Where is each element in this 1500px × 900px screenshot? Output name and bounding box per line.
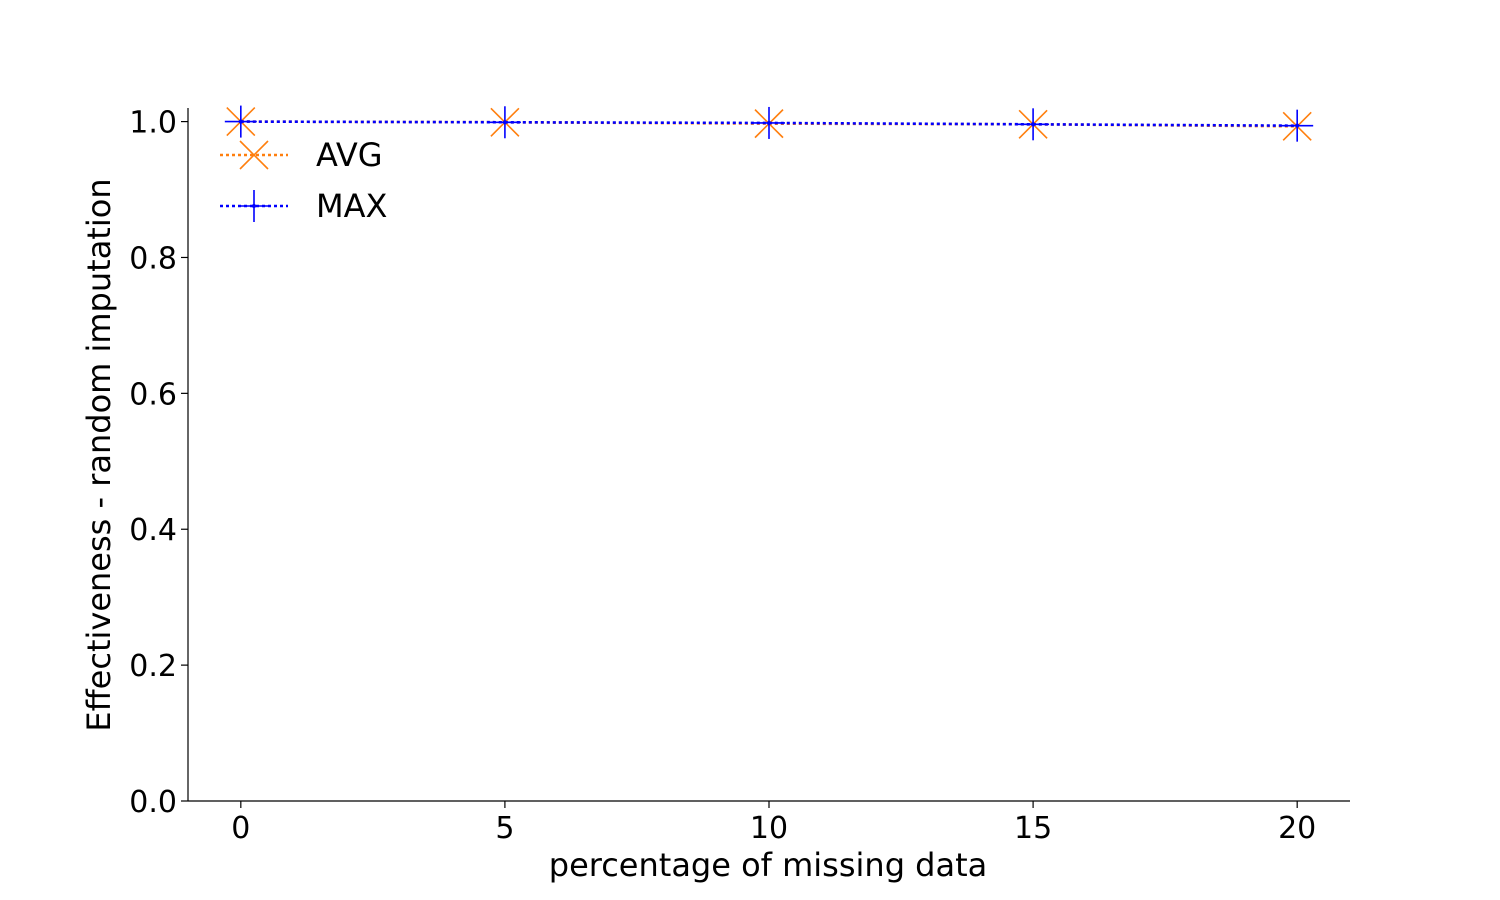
legend-label: MAX xyxy=(316,187,387,225)
y-tick-label: 0.8 xyxy=(129,241,177,276)
series-layer xyxy=(224,105,1314,142)
x-tick-label: 20 xyxy=(1278,811,1316,846)
legend-marker xyxy=(239,140,269,170)
x-tick-label: 5 xyxy=(495,811,514,846)
x-tick-label: 15 xyxy=(1014,811,1052,846)
legend-item-avg: AVG xyxy=(220,136,383,174)
x-axis-title: percentage of missing data xyxy=(549,846,988,884)
y-tick-label: 0.0 xyxy=(129,785,177,820)
y-tick-label: 0.4 xyxy=(129,513,177,548)
y-tick-label: 1.0 xyxy=(129,106,177,141)
legend-label: AVG xyxy=(316,136,383,174)
y-tick-label: 0.2 xyxy=(129,649,177,684)
x-tick-label: 10 xyxy=(750,811,788,846)
legend-item-max: MAX xyxy=(220,187,387,225)
x-axis-ticks: 0 5 10 15 20 xyxy=(231,801,1316,846)
legend: AVG MAX xyxy=(220,136,387,225)
y-tick-label: 0.6 xyxy=(129,377,177,412)
y-axis-title: Effectiveness - random imputation xyxy=(80,178,118,731)
x-tick-label: 0 xyxy=(231,811,250,846)
y-axis-ticks: 0.0 0.2 0.4 0.6 0.8 1.0 xyxy=(129,106,188,820)
series-max xyxy=(224,105,1314,142)
